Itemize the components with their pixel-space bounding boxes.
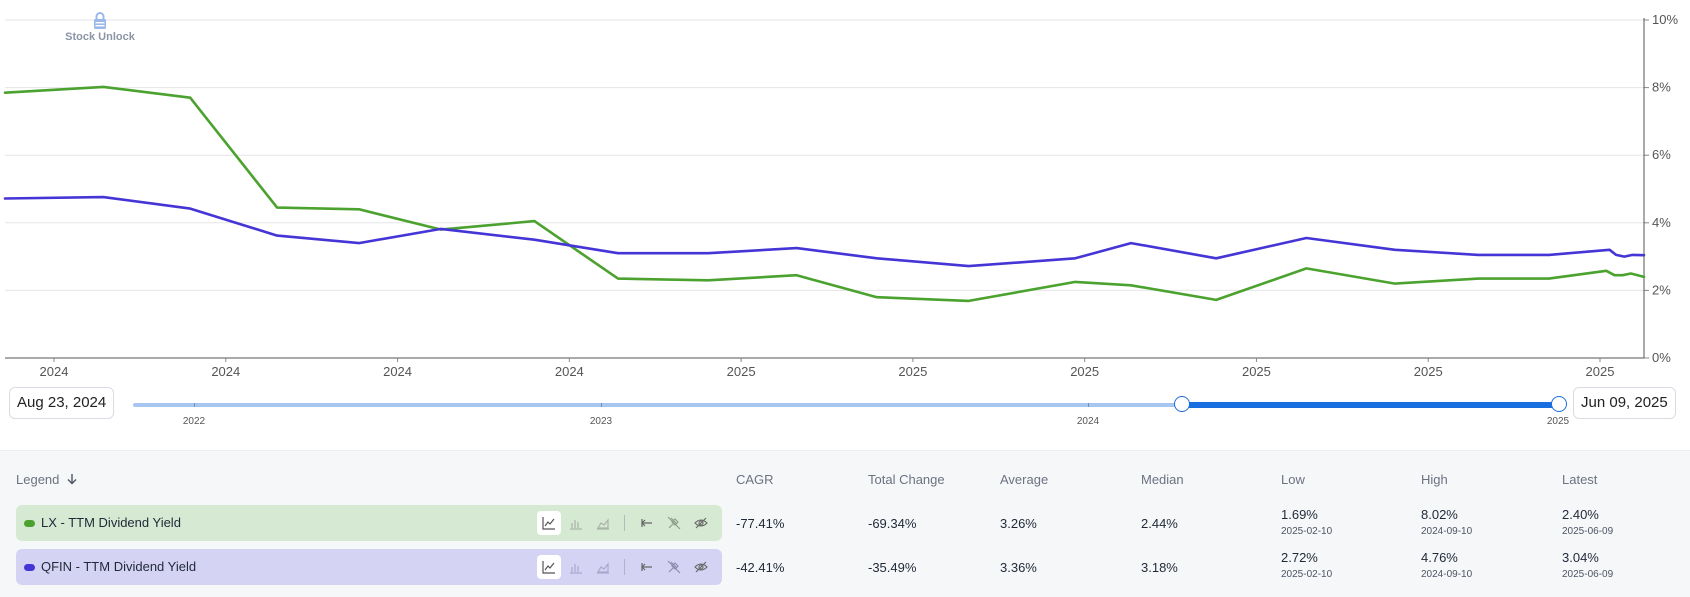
area-chart-button[interactable] — [591, 511, 615, 535]
low-value: 2.72% — [1281, 550, 1318, 565]
y-tick-label: 2% — [1652, 282, 1671, 297]
slider-tick — [194, 403, 195, 407]
cagr-value: -77.41% — [736, 516, 785, 531]
slider-start-handle[interactable] — [1174, 396, 1190, 412]
slider-tick — [601, 403, 602, 407]
range-icon — [641, 519, 652, 527]
slider-year-label: 2025 — [1546, 416, 1570, 427]
series-line-qfin[interactable] — [3, 195, 1646, 268]
no-pin-button[interactable] — [662, 511, 686, 535]
latest-value: 3.04% — [1562, 550, 1599, 565]
slider-track[interactable] — [133, 403, 1182, 407]
average-value: 3.36% — [1000, 560, 1037, 575]
y-tick-label: 0% — [1652, 350, 1671, 365]
high-date: 2024-09-10 — [1421, 526, 1473, 537]
total-change-value: -35.49% — [868, 560, 917, 575]
toolbar-divider — [624, 515, 625, 531]
x-tick-label: 2025 — [898, 364, 927, 379]
low-date: 2025-02-10 — [1281, 526, 1333, 537]
legend-row-lx[interactable]: LX - TTM Dividend Yield — [16, 505, 722, 541]
bar-chart-icon — [570, 520, 582, 530]
slider-tick — [1088, 403, 1089, 407]
high-value: 8.02% — [1421, 507, 1458, 522]
bar-chart-button[interactable] — [564, 511, 588, 535]
column-header-total-change[interactable]: Total Change — [868, 472, 945, 487]
latest-date: 2025-06-09 — [1562, 569, 1614, 580]
slider-end-handle[interactable] — [1551, 396, 1567, 412]
end-date-input[interactable]: Jun 09, 2025 — [1573, 387, 1676, 419]
line-chart-icon — [542, 561, 555, 574]
lock-icon — [94, 12, 106, 29]
series-label: QFIN - TTM Dividend Yield — [41, 559, 197, 574]
eye-icon — [694, 517, 708, 529]
slider-year-label: 2022 — [182, 416, 206, 427]
latest-value: 2.40% — [1562, 507, 1599, 522]
slider-year-label: 2023 — [589, 416, 613, 427]
arrow-down-icon[interactable] — [66, 473, 78, 485]
watermark: Stock Unlock — [60, 12, 140, 43]
series-label: LX - TTM Dividend Yield — [41, 515, 181, 530]
range-button[interactable] — [635, 511, 659, 535]
no-pin-button[interactable] — [662, 555, 686, 579]
bar-chart-button[interactable] — [564, 555, 588, 579]
visibility-button[interactable] — [689, 555, 713, 579]
y-tick-label: 6% — [1652, 147, 1671, 162]
median-value: 2.44% — [1141, 516, 1178, 531]
column-header-average[interactable]: Average — [1000, 472, 1049, 487]
median-value: 3.18% — [1141, 560, 1178, 575]
y-tick-label: 8% — [1652, 80, 1671, 95]
x-tick-label: 2025 — [1414, 364, 1443, 379]
range-icon — [641, 563, 652, 571]
y-tick-label: 10% — [1652, 12, 1678, 27]
start-date-input[interactable]: Aug 23, 2024 — [9, 387, 115, 419]
y-tick-label: 4% — [1652, 215, 1671, 230]
column-header-median[interactable]: Median — [1141, 472, 1184, 487]
series-line-lx[interactable] — [3, 85, 1646, 303]
x-tick-label: 2024 — [211, 364, 240, 379]
high-value: 4.76% — [1421, 550, 1458, 565]
visibility-button[interactable] — [689, 511, 713, 535]
average-value: 3.26% — [1000, 516, 1037, 531]
legend-header[interactable]: Legend — [16, 472, 78, 487]
legend-title: Legend — [16, 472, 60, 487]
range-button[interactable] — [635, 555, 659, 579]
toolbar-divider — [624, 559, 625, 575]
total-change-value: -69.34% — [868, 516, 917, 531]
high-date: 2024-09-10 — [1421, 569, 1473, 580]
low-value: 1.69% — [1281, 507, 1318, 522]
latest-date: 2025-06-09 — [1562, 526, 1614, 537]
series-color-swatch — [24, 564, 35, 571]
x-tick-label: 2024 — [555, 364, 584, 379]
line-chart-button[interactable] — [537, 555, 561, 579]
line-chart[interactable]: 0% 2% 4% 6% 8% 10% 2024 2024 2024 2024 2025 2025 202… — [0, 0, 1690, 386]
slider-year-label: 2024 — [1076, 416, 1100, 427]
slider-selected-range[interactable] — [1182, 402, 1559, 408]
column-header-latest[interactable]: Latest — [1562, 472, 1598, 487]
no-pin-icon — [667, 560, 681, 574]
x-tick-label: 2024 — [383, 364, 412, 379]
column-header-low[interactable]: Low — [1281, 472, 1305, 487]
area-chart-icon — [596, 518, 609, 530]
series-color-swatch — [24, 520, 35, 527]
x-tick-label: 2025 — [1242, 364, 1271, 379]
line-chart-button[interactable] — [537, 511, 561, 535]
x-tick-label: 2025 — [727, 364, 756, 379]
x-tick-label: 2025 — [1586, 364, 1615, 379]
column-header-cagr[interactable]: CAGR — [736, 472, 774, 487]
legend-row-qfin[interactable]: QFIN - TTM Dividend Yield — [16, 549, 722, 585]
cagr-value: -42.41% — [736, 560, 785, 575]
area-chart-button[interactable] — [591, 555, 615, 579]
watermark-text: Stock Unlock — [65, 31, 135, 43]
x-tick-label: 2024 — [40, 364, 69, 379]
eye-icon — [694, 561, 708, 573]
date-range-slider[interactable]: 2022 2023 2024 2025 — [0, 395, 1690, 435]
legend-panel: Legend CAGR Total Change Average Median … — [0, 450, 1690, 597]
area-chart-icon — [596, 562, 609, 574]
no-pin-icon — [667, 516, 681, 530]
low-date: 2025-02-10 — [1281, 569, 1333, 580]
x-tick-label: 2025 — [1070, 364, 1099, 379]
bar-chart-icon — [570, 564, 582, 574]
line-chart-icon — [542, 517, 555, 530]
column-header-high[interactable]: High — [1421, 472, 1448, 487]
